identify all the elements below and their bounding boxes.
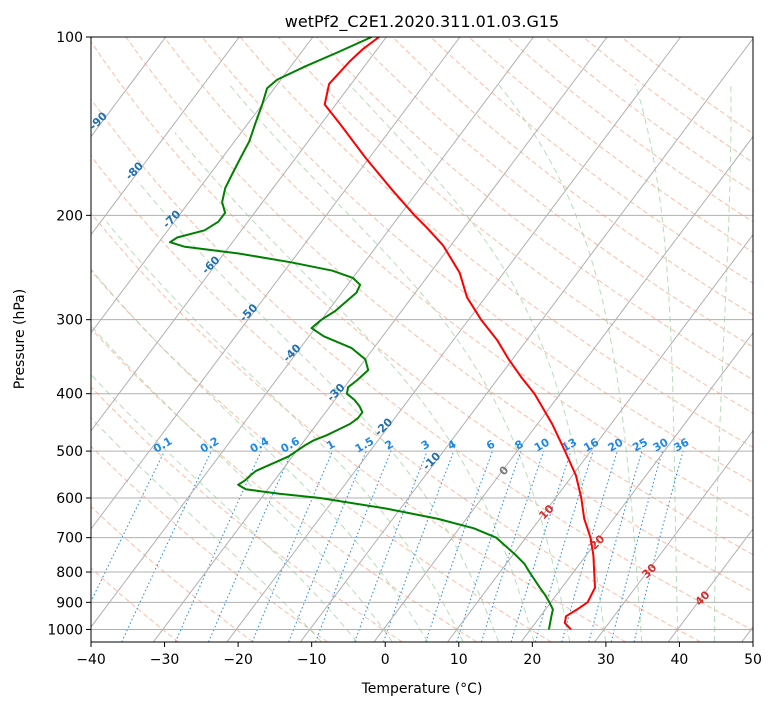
mixing-ratio-line: [209, 451, 293, 642]
moist-adiabat-line: [137, 181, 498, 642]
y-tick-label: 400: [56, 387, 83, 403]
x-axis-label: Temperature (°C): [361, 681, 483, 697]
plot-frame: [91, 37, 753, 642]
y-tick-label: 200: [56, 208, 83, 224]
mixing-ratio-label: 3: [419, 438, 432, 453]
isotherm-label: -60: [199, 253, 222, 276]
x-tick-label: 40: [671, 652, 689, 668]
x-tick-label: 20: [523, 652, 541, 668]
y-axis: 1000 900 800 700 600 500 400 300 200 100: [47, 30, 91, 638]
moist-adiabat-line: [175, 133, 534, 642]
mixing-ratio-label: 30: [651, 435, 671, 454]
dry-adiabat-line: [202, 37, 775, 642]
isotherm-label: -70: [160, 207, 183, 230]
mixing-ratio-label: 2: [383, 438, 396, 453]
isobar-grid: [91, 37, 753, 629]
x-tick-label: 50: [744, 652, 762, 668]
y-tick-label: 800: [56, 565, 83, 581]
mixing-ratio-label: 0.4: [248, 434, 272, 455]
mixing-ratio-line: [611, 451, 662, 642]
x-tick-label: 30: [597, 652, 615, 668]
mixing-ratio-line: [72, 451, 165, 642]
y-tick-label: 100: [56, 30, 83, 46]
isotherm-label: -10: [420, 449, 443, 472]
isotherm-line: [0, 37, 386, 642]
mixing-ratio-label: 6: [484, 437, 497, 452]
x-tick-label: −10: [297, 652, 327, 668]
chart-title: wetPf2_C2E1.2020.311.01.03.G15: [285, 12, 559, 32]
isotherm-line: [0, 37, 239, 642]
x-axis: −40 −30 −20 −10 0 10 20 30 40 50: [76, 642, 762, 668]
isotherm-grid: [0, 37, 775, 642]
isotherm-line: [80, 37, 534, 642]
mixing-ratio-line: [481, 451, 543, 642]
mixing-ratio-label: 16: [581, 435, 601, 454]
dry-adiabat-line: [88, 37, 775, 642]
y-tick-label: 900: [56, 595, 83, 611]
temperature-profile-line: [325, 37, 595, 629]
mixing-ratio-label: 20: [606, 435, 626, 454]
dry-adiabat-line: [50, 37, 775, 642]
dry-adiabat-line: [164, 37, 775, 642]
mixing-ratio-line: [316, 451, 392, 642]
isotherm-label: -30: [324, 381, 347, 404]
isotherm-label: -80: [123, 159, 146, 182]
moist-adiabat-line: [107, 222, 464, 642]
isotherm-line: [300, 37, 754, 642]
x-tick-label: 0: [381, 652, 390, 668]
moist-adiabat-line: [59, 288, 393, 642]
isotherm-line: [668, 37, 775, 642]
isotherm-line: [6, 37, 460, 642]
dry-adiabat-line: [469, 37, 775, 642]
dry-adiabats: [0, 37, 775, 642]
mixing-ratio-line: [535, 451, 593, 642]
dry-adiabat-line: [278, 37, 775, 642]
moist-adiabat-line: [714, 84, 731, 642]
moist-adiabat-line: [35, 311, 357, 642]
mixing-ratio-label: 1: [324, 438, 337, 453]
y-tick-label: 300: [56, 313, 83, 329]
y-tick-label: 600: [56, 491, 83, 507]
mixing-ratio-label: 1.5: [353, 435, 376, 456]
moist-adiabat-line: [349, 84, 606, 642]
isotherm-line: [374, 37, 775, 642]
mixing-ratio-line: [426, 451, 493, 642]
mixing-ratio-line: [355, 451, 428, 642]
isotherm-line: [742, 37, 775, 642]
x-tick-label: −40: [76, 652, 106, 668]
dry-adiabat-line: [507, 37, 775, 642]
isotherm-line: [521, 37, 775, 642]
dewpoint-profile-line: [170, 37, 553, 629]
isotherm-label: -100: [48, 56, 77, 85]
y-tick-label: 700: [56, 531, 83, 547]
y-axis-label: Pressure (hPa): [12, 289, 28, 389]
mixing-ratio-line: [122, 451, 212, 642]
isotherm-label: -90: [87, 109, 110, 132]
isotherm-label: -20: [372, 415, 395, 438]
isotherm-label: -40: [280, 341, 303, 364]
mixing-ratio-label: 25: [630, 436, 650, 455]
x-tick-label: 10: [450, 652, 468, 668]
mixing-ratio-label: 8: [513, 438, 526, 453]
mixing-ratio-line: [384, 451, 454, 642]
mixing-ratio-label: 0.6: [279, 434, 303, 455]
dry-adiabat-line: [355, 37, 775, 642]
mixing-ratio-line: [252, 451, 332, 642]
dry-adiabat-line: [316, 37, 775, 642]
y-tick-label: 500: [56, 444, 83, 460]
x-tick-label: −20: [223, 652, 253, 668]
isotherm-line: [153, 37, 607, 642]
x-tick-label: −30: [150, 652, 180, 668]
mixing-ratio-label: 10: [532, 435, 552, 454]
dry-adiabat-line: [126, 37, 775, 642]
dry-adiabat-line: [240, 37, 775, 642]
dry-adiabat-line: [621, 37, 775, 642]
mixing-ratio-label: 0.1: [151, 435, 174, 456]
y-tick-label: 1000: [47, 622, 83, 638]
